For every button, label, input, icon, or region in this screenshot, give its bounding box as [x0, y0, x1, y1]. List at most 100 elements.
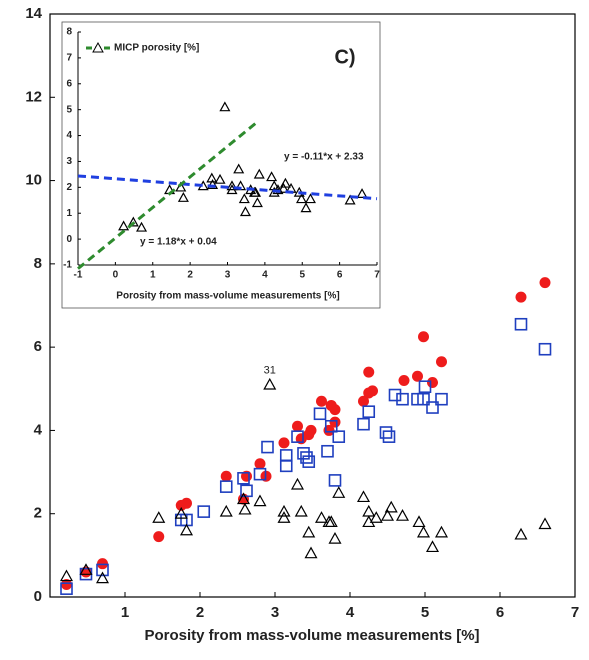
y-tick-label: 2 — [34, 505, 42, 522]
point — [304, 546, 318, 559]
point — [515, 291, 527, 303]
trend-line — [77, 174, 378, 201]
point — [295, 193, 308, 204]
point — [253, 168, 265, 179]
point — [291, 430, 304, 443]
x-tick-label: 4 — [262, 270, 268, 281]
point — [294, 504, 308, 517]
point — [388, 388, 402, 402]
point — [412, 370, 423, 382]
point — [253, 467, 267, 481]
point — [384, 500, 398, 513]
panel-label: C) — [334, 46, 355, 68]
x-axis-label: Porosity from mass-volume measurements [… — [144, 627, 479, 644]
point — [304, 193, 316, 204]
point — [380, 509, 395, 521]
point — [177, 191, 189, 202]
y-tick-label: -1 — [63, 260, 72, 271]
point — [79, 563, 93, 575]
point — [214, 173, 226, 184]
point — [369, 511, 383, 523]
point — [238, 502, 252, 515]
point — [220, 470, 232, 482]
point — [382, 430, 396, 443]
y-tick-label: 14 — [25, 5, 42, 22]
point — [356, 490, 371, 503]
point — [175, 181, 187, 192]
point — [292, 420, 303, 432]
point — [226, 180, 238, 191]
point — [219, 504, 233, 517]
point — [362, 405, 376, 418]
point — [127, 216, 139, 227]
equation: y = 1.18*x + 0.04 — [140, 237, 217, 248]
point — [344, 194, 356, 205]
y-tick-label: 0 — [34, 588, 42, 605]
annotation: 31 — [264, 365, 276, 377]
point — [197, 505, 211, 518]
point — [300, 451, 313, 464]
point — [96, 563, 109, 577]
point — [418, 331, 429, 343]
point — [363, 366, 375, 378]
x-tick-label: -1 — [74, 270, 83, 281]
point — [395, 509, 410, 521]
x-tick-label: 5 — [421, 604, 429, 621]
point — [302, 455, 316, 468]
x-tick-label: 2 — [187, 270, 193, 281]
inset-x-axis-label: Porosity from mass-volume measurements [… — [116, 291, 339, 302]
point — [153, 531, 165, 543]
point — [278, 182, 290, 193]
equation: y = -0.11*x + 2.33 — [284, 152, 364, 163]
legend-marker — [92, 41, 104, 53]
y-tick-label: 12 — [25, 88, 42, 105]
x-tick-label: 3 — [271, 604, 279, 621]
y-tick-label: 4 — [66, 130, 72, 141]
point — [356, 188, 368, 199]
point — [300, 202, 312, 213]
y-tick-label: 8 — [66, 27, 72, 38]
point — [416, 525, 431, 538]
point — [240, 484, 253, 498]
x-tick-label: 6 — [337, 270, 343, 281]
point — [332, 486, 346, 498]
point — [277, 511, 291, 523]
y-tick-label: 1 — [66, 208, 72, 219]
point — [179, 523, 194, 536]
point — [418, 380, 432, 394]
y-tick-label: 8 — [34, 255, 42, 272]
point — [329, 416, 341, 428]
point — [514, 527, 528, 540]
point — [233, 163, 245, 174]
y-tick-label: 5 — [66, 104, 72, 115]
point — [328, 531, 342, 544]
point — [253, 494, 267, 507]
point — [324, 419, 338, 433]
point — [279, 459, 293, 473]
main-frame — [49, 13, 576, 598]
y-tick-label: 6 — [66, 78, 72, 89]
x-tick-label: 1 — [150, 270, 156, 281]
point — [425, 540, 440, 553]
y-tick-label: 3 — [66, 156, 72, 167]
point — [278, 437, 290, 449]
x-tick-label: 7 — [374, 270, 380, 281]
x-tick-label: 5 — [299, 270, 305, 281]
point — [396, 392, 409, 406]
x-tick-label: 3 — [225, 270, 231, 281]
x-tick-label: 4 — [346, 604, 355, 621]
y-tick-label: 7 — [66, 53, 72, 64]
inset-frame — [61, 21, 381, 309]
point — [539, 277, 551, 289]
point — [237, 472, 250, 485]
point — [226, 184, 238, 195]
point — [95, 571, 110, 584]
point — [538, 517, 552, 530]
point — [279, 177, 291, 188]
point — [266, 171, 278, 182]
point — [316, 395, 327, 407]
point — [417, 392, 430, 406]
point — [358, 395, 369, 407]
